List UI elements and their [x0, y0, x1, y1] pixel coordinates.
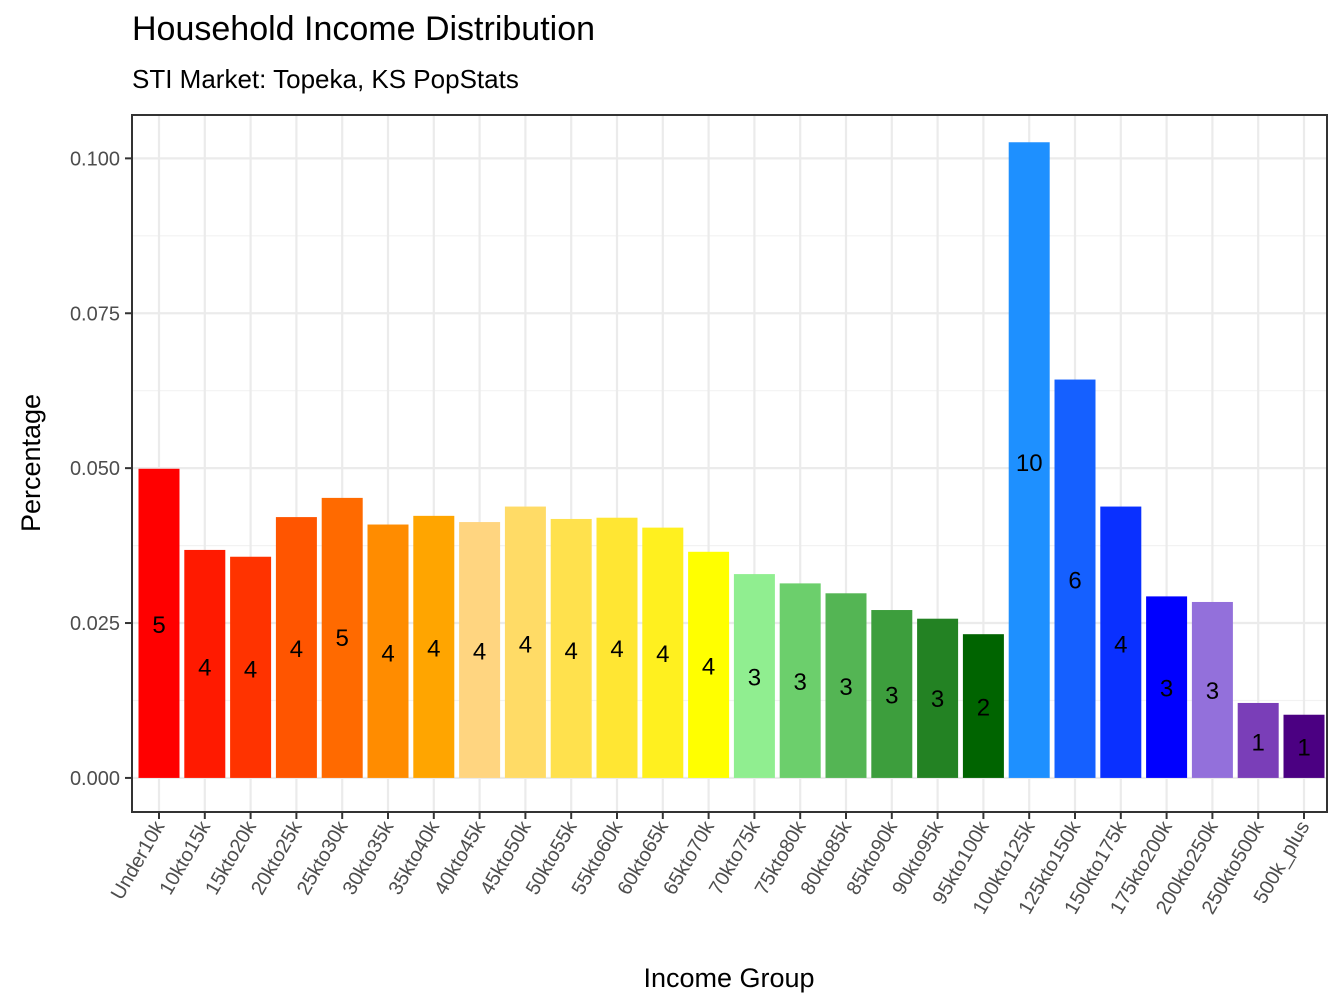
bar-label: 3 — [794, 669, 807, 696]
bar — [275, 517, 317, 778]
y-tick-label: 0.000 — [70, 768, 120, 790]
bar-label: 3 — [748, 665, 761, 692]
bar-label: 3 — [1160, 676, 1173, 703]
bar — [733, 574, 775, 778]
bar — [230, 556, 272, 778]
bar — [1191, 601, 1233, 778]
x-axis: Under10k10kto15k15kto20k20kto25k25kto30k… — [107, 812, 1314, 918]
bar — [1100, 506, 1142, 778]
y-tick-label: 0.050 — [70, 458, 120, 480]
bar-label: 4 — [198, 655, 211, 682]
y-tick-label: 0.100 — [70, 148, 120, 170]
bar — [321, 497, 363, 778]
bar-label: 5 — [152, 612, 165, 639]
bar-label: 4 — [656, 641, 669, 668]
bar-label: 10 — [1016, 450, 1043, 477]
bar-label: 4 — [381, 640, 394, 667]
bar-label: 4 — [427, 635, 440, 662]
bar-labels: 5 4 4 4 5 4 4 4 4 4 4 4 4 3 3 3 3 3 2 10 6 4 3 3 1 1 — [152, 450, 1310, 761]
y-tick-label: 0.075 — [70, 303, 120, 325]
bar — [504, 506, 546, 778]
bar — [1054, 379, 1096, 778]
bar — [367, 524, 409, 778]
bar-label: 3 — [839, 674, 852, 701]
bar-label: 4 — [473, 639, 486, 666]
chart-title: Household Income Distribution — [132, 10, 596, 48]
bar — [1237, 702, 1279, 778]
bar-label: 3 — [931, 686, 944, 713]
bar — [825, 593, 867, 778]
bar-label: 4 — [565, 638, 578, 665]
bar-label: 4 — [244, 657, 257, 684]
bar-label: 3 — [1206, 678, 1219, 705]
x-axis-title: Income Group — [643, 963, 814, 993]
bar — [1146, 596, 1188, 778]
bar-label: 4 — [610, 636, 623, 663]
bar — [1283, 714, 1325, 778]
bar-label: 2 — [977, 694, 990, 721]
bar — [459, 522, 501, 778]
chart-subtitle: STI Market: Topeka, KS PopStats — [132, 64, 519, 94]
bar — [138, 468, 180, 778]
bar — [413, 515, 455, 778]
bar-label: 4 — [519, 632, 532, 659]
bar — [962, 634, 1004, 778]
bar-label: 4 — [702, 653, 715, 680]
bar-label: 4 — [290, 636, 303, 663]
bar-label: 1 — [1297, 735, 1310, 762]
bar-label: 4 — [1114, 632, 1127, 659]
bar-label: 3 — [885, 683, 898, 710]
bar — [596, 517, 638, 778]
bar — [184, 549, 226, 778]
bar — [779, 583, 821, 778]
bar-label: 5 — [336, 625, 349, 652]
y-tick-label: 0.025 — [70, 613, 120, 635]
bar — [642, 527, 684, 778]
bar — [871, 610, 913, 778]
bar — [917, 618, 959, 778]
y-axis: 0.000 0.025 0.050 0.075 0.100 — [70, 148, 132, 790]
bar — [688, 551, 730, 778]
bar — [1008, 142, 1050, 778]
y-axis-title: Percentage — [16, 394, 46, 532]
plot-border — [131, 114, 1328, 813]
bar-label: 1 — [1252, 730, 1265, 757]
bar-label: 6 — [1068, 567, 1081, 594]
bars — [138, 142, 1325, 778]
bar — [550, 518, 592, 778]
